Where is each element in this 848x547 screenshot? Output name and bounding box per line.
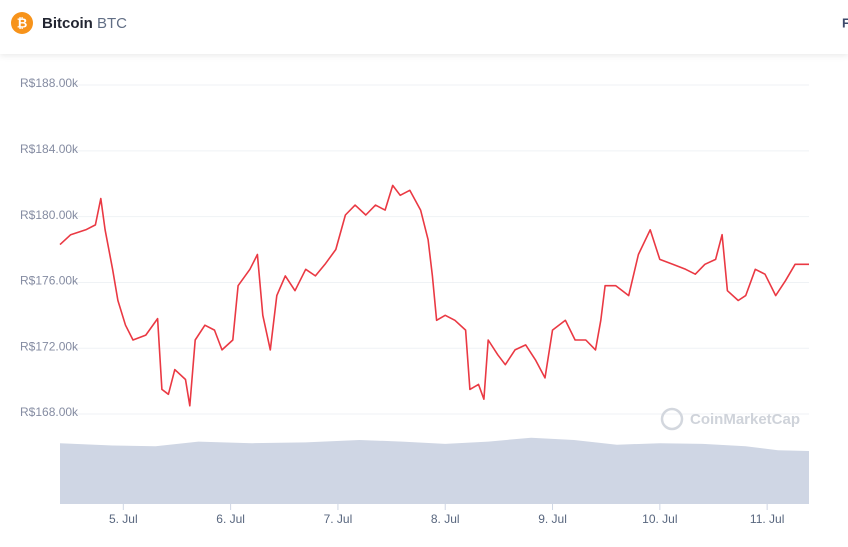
header-link[interactable]: F	[842, 15, 848, 30]
x-tick-label: 5. Jul	[109, 512, 138, 526]
x-tick-label: 7. Jul	[324, 512, 353, 526]
coin-symbol: BTC	[97, 15, 127, 32]
volume-area	[60, 437, 809, 504]
watermark: CoinMarketCap	[690, 411, 800, 428]
y-tick-label: R$180.00k	[20, 208, 79, 222]
price-line	[59, 184, 809, 407]
x-tick-label: 6. Jul	[216, 512, 245, 526]
x-tick-label: 11. Jul	[750, 512, 784, 526]
y-tick-label: R$188.00k	[20, 76, 79, 90]
x-tick-label: 9. Jul	[538, 512, 567, 526]
coin-logo-symbol: ₿	[17, 15, 28, 30]
y-tick-label: R$176.00k	[20, 274, 79, 288]
watermark-logo	[660, 407, 684, 431]
coin-logo	[11, 12, 33, 34]
y-tick-label: R$172.00k	[20, 339, 79, 353]
header-bar	[0, 0, 848, 54]
x-tick-label: 10. Jul	[642, 512, 677, 526]
coin-name: Bitcoin	[42, 15, 93, 32]
chart: R$168.00k R$172.00k R$176.00k R$180.00k R$18…	[20, 76, 809, 526]
y-tick-label: R$184.00k	[20, 142, 79, 156]
x-tick-label: 8. Jul	[431, 512, 460, 526]
y-tick-label: R$168.00k	[20, 405, 79, 419]
